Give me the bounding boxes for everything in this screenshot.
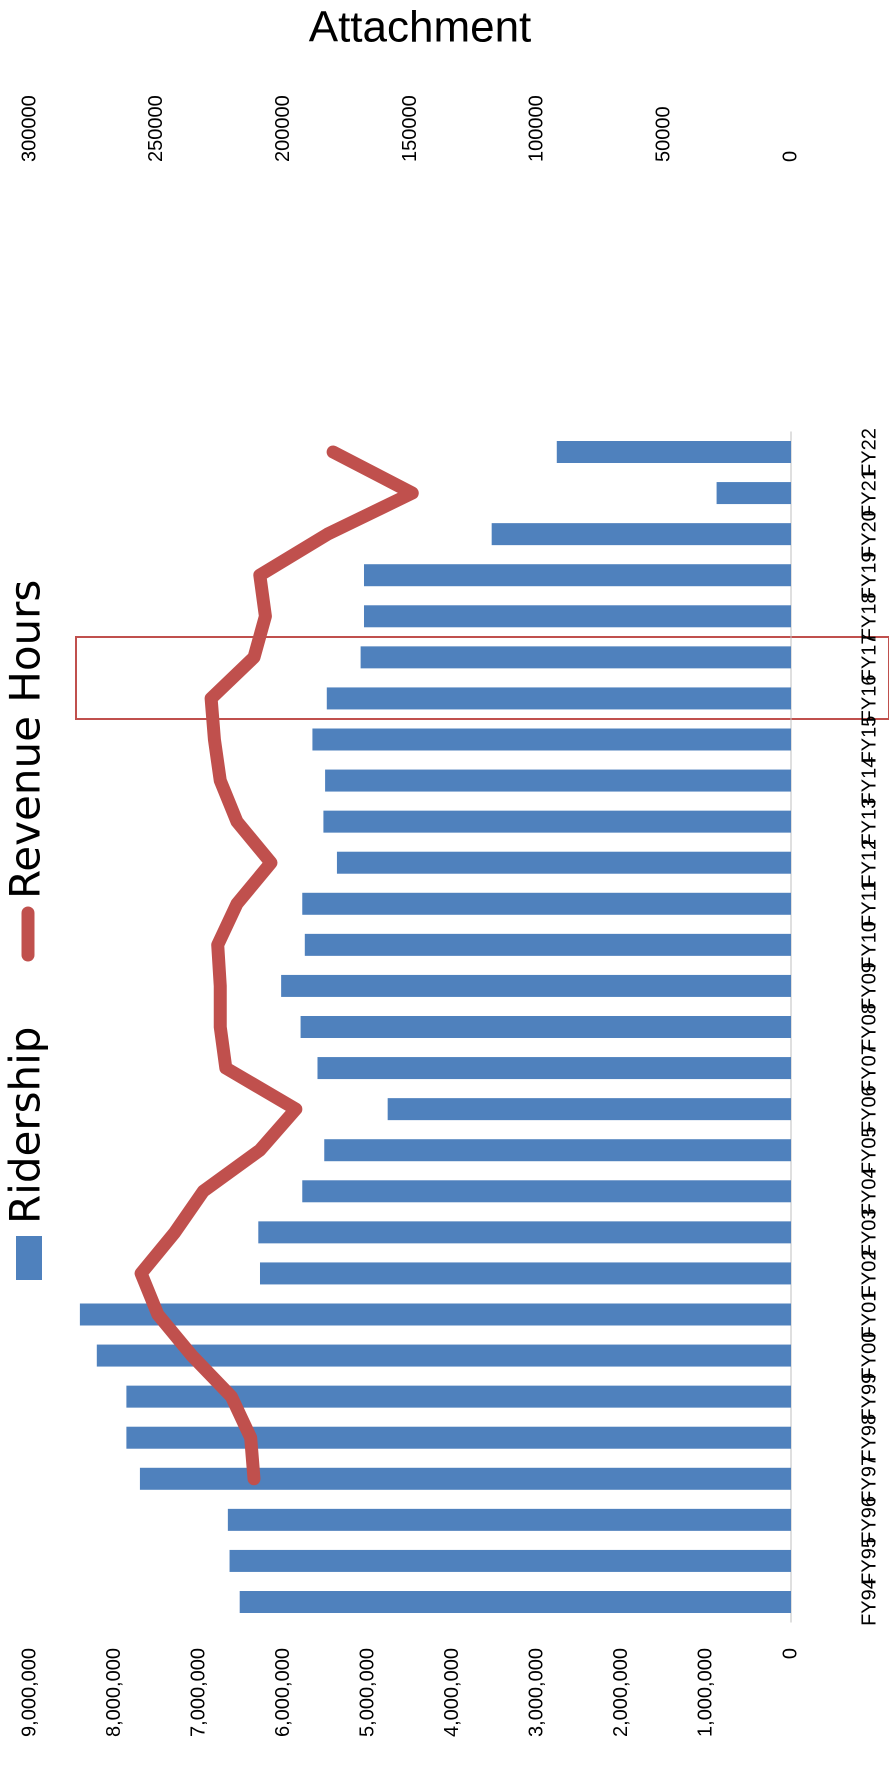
- bar: [312, 728, 791, 751]
- bar: [300, 1016, 791, 1038]
- x-tick-label: FY17: [858, 633, 880, 681]
- bar: [387, 1098, 791, 1121]
- y-tick-label: 1,000,000: [695, 1648, 717, 1737]
- bar: [556, 441, 791, 463]
- bar: [317, 1057, 791, 1080]
- x-tick-label: FY05: [858, 1126, 880, 1174]
- x-tick-label: FY96: [858, 1496, 880, 1544]
- bar: [229, 1549, 791, 1572]
- y-tick-label: 2,000,000: [610, 1648, 632, 1737]
- x-tick-label: FY14: [858, 757, 880, 805]
- bar: [258, 1221, 791, 1244]
- y-tick-label: 7,000,000: [187, 1648, 209, 1737]
- y2-tick-label: 250000: [145, 95, 167, 162]
- y2-tick-label: 300000: [18, 95, 40, 162]
- x-tick-label: FY09: [858, 962, 880, 1010]
- bar: [259, 1262, 792, 1285]
- bar: [336, 851, 791, 874]
- chart-title: Attachment: [309, 3, 532, 52]
- x-tick-label: FY97: [858, 1455, 880, 1503]
- bar: [304, 933, 791, 956]
- y2-tick-label: 0: [779, 151, 801, 162]
- x-tick-label: FY19: [858, 551, 880, 599]
- x-tick-label: FY12: [858, 839, 880, 887]
- x-tick-label: FY94: [858, 1578, 880, 1626]
- x-tick-label: FY03: [858, 1208, 880, 1256]
- x-tick-label: FY01: [858, 1291, 880, 1339]
- x-tick-label: FY00: [858, 1332, 880, 1380]
- bar: [323, 810, 791, 833]
- bar: [126, 1385, 792, 1408]
- bar: [360, 646, 791, 669]
- x-tick-label: FY20: [858, 510, 880, 558]
- x-tick-label: FY11: [858, 881, 880, 927]
- x-tick-label: FY18: [858, 592, 880, 640]
- y-tick-label: 8,000,000: [103, 1648, 125, 1737]
- bar: [363, 605, 791, 628]
- bar: [324, 1139, 791, 1162]
- y2-tick-label: 200000: [272, 95, 294, 162]
- bar: [281, 974, 791, 997]
- x-tick-label: FY98: [858, 1414, 880, 1462]
- x-tick-label: FY99: [858, 1373, 880, 1421]
- y-tick-label: 9,000,000: [18, 1648, 40, 1737]
- bar: [363, 564, 791, 587]
- y-tick-label: 5,000,000: [357, 1648, 379, 1737]
- bar: [227, 1508, 792, 1531]
- highlight-box: [75, 636, 889, 720]
- x-tick-label: FY08: [858, 1003, 880, 1051]
- line: [134, 445, 419, 1486]
- x-tick-label: FY21: [858, 469, 880, 517]
- legend-swatch: [16, 1236, 42, 1280]
- y-tick-label: 4,000,000: [441, 1648, 463, 1737]
- bar: [326, 687, 791, 710]
- bar: [239, 1591, 792, 1613]
- y-tick-label: 3,000,000: [526, 1648, 548, 1737]
- legend-label: Ridership: [1, 1027, 50, 1224]
- bar: [491, 523, 791, 546]
- y2-tick-label: 150000: [399, 95, 421, 162]
- bar: [716, 482, 791, 505]
- y-tick-label: 0: [779, 1648, 801, 1659]
- x-tick-label: FY22: [858, 428, 880, 476]
- bar: [126, 1426, 792, 1449]
- x-tick-label: FY13: [858, 798, 880, 846]
- bar: [96, 1344, 791, 1367]
- y-tick-label: 6,000,000: [272, 1648, 294, 1737]
- legend-label: Revenue Hours: [1, 580, 50, 899]
- x-tick-label: FY02: [858, 1250, 880, 1298]
- x-tick-label: FY04: [858, 1167, 880, 1215]
- bar: [325, 769, 791, 792]
- x-tick-label: FY95: [858, 1537, 880, 1585]
- x-tick-label: FY10: [858, 921, 880, 969]
- y2-tick-label: 50000: [652, 106, 674, 162]
- x-tick-label: FY15: [858, 716, 880, 764]
- x-tick-label: FY07: [858, 1044, 880, 1092]
- bar: [302, 1180, 791, 1203]
- y2-tick-label: 100000: [526, 95, 548, 162]
- bar: [139, 1467, 791, 1490]
- x-tick-label: FY06: [858, 1085, 880, 1133]
- x-tick-label: FY16: [858, 675, 880, 723]
- bar: [79, 1303, 792, 1326]
- bar: [302, 892, 791, 915]
